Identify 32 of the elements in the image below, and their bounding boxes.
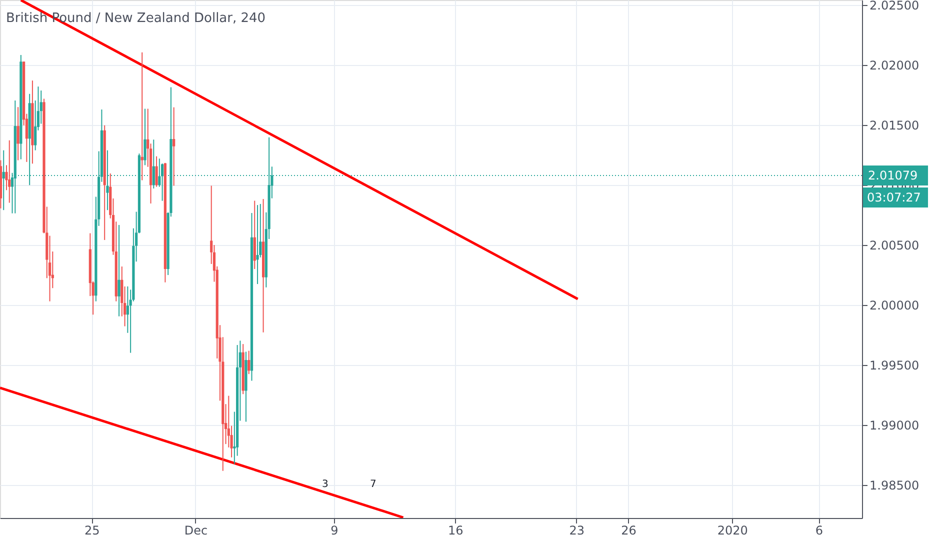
x-tick-label: 23 — [569, 524, 584, 538]
x-tick-label: 9 — [330, 524, 338, 538]
y-tick-label: 1.99000 — [870, 418, 920, 433]
candlestick — [2, 150, 5, 211]
candlestick — [8, 140, 11, 204]
y-tick-label: 2.00500 — [870, 238, 920, 253]
candlestick — [256, 204, 259, 285]
candlestick — [152, 139, 155, 189]
annotation: 7 — [370, 479, 376, 490]
x-tick-label: 25 — [84, 524, 100, 538]
x-tick-label: 26 — [621, 524, 636, 538]
x-tick-label: Dec — [184, 524, 208, 538]
candlestick — [172, 106, 176, 186]
text: 03:07:27 — [867, 190, 921, 205]
x-tick-label: 2020 — [717, 524, 748, 538]
y-tick-label: 1.98500 — [870, 478, 920, 493]
y-tick-label: 2.02500 — [870, 0, 920, 12]
ref-line-label: 2.01079 — [868, 168, 918, 183]
annotation: 3 — [322, 479, 328, 490]
x-tick-label: 6 — [815, 524, 824, 538]
y-tick-label: 2.02000 — [870, 58, 920, 72]
candlestick — [253, 200, 256, 270]
candlestick — [155, 156, 158, 188]
candlestick — [140, 52, 144, 181]
y-tick-label: 2.01500 — [870, 118, 920, 132]
y-tick-label: 1.99500 — [870, 358, 920, 373]
x-tick-label: 16 — [448, 524, 464, 538]
y-tick-label: 2.00000 — [870, 298, 920, 313]
candlestick — [144, 108, 146, 166]
candlestick — [118, 224, 120, 317]
candlestick — [248, 350, 250, 375]
candlestick — [16, 106, 20, 161]
